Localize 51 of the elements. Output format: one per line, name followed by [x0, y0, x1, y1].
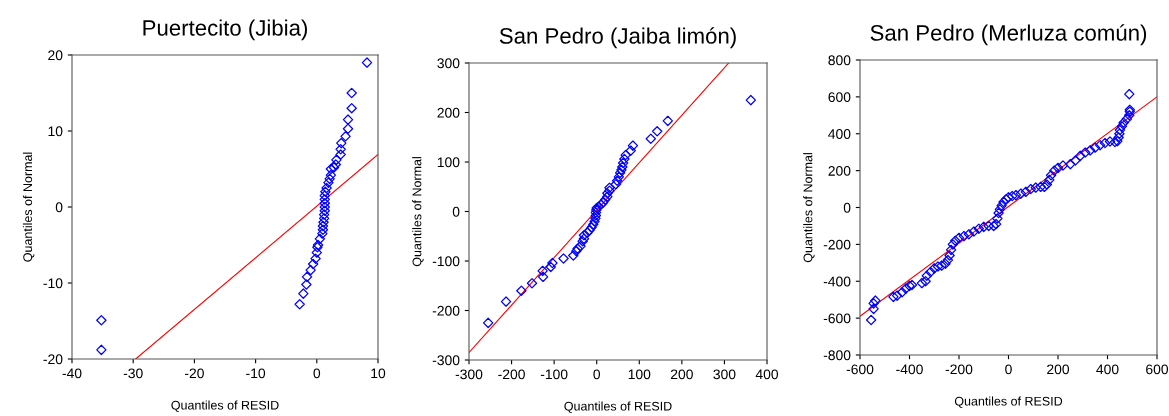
x-tick-label: 300 [713, 369, 736, 380]
x-tick-label: 400 [755, 369, 779, 380]
y-tick-label: 100 [437, 157, 460, 168]
y-tick-label: -200 [432, 305, 460, 316]
y-tick-label: -10 [43, 278, 63, 289]
x-tick-label: 200 [670, 369, 693, 380]
x-tick-label: 400 [1096, 364, 1119, 375]
x-tick-label: -30 [123, 368, 143, 379]
y-axis-title: Quantiles of Normal [22, 152, 35, 262]
x-tick-label: -20 [184, 368, 204, 379]
x-axis-title: Quantiles of RESID [564, 401, 672, 413]
x-tick-label: -200 [498, 369, 525, 380]
chart-title: San Pedro (Merluza común) [870, 24, 1147, 46]
x-tick-label: 10 [371, 368, 386, 379]
y-tick-label: 0 [843, 202, 851, 213]
y-axis-title: Quantiles of Normal [412, 157, 424, 267]
y-axis-title: Quantiles of Normal [803, 153, 815, 263]
x-tick-label: -100 [540, 369, 568, 380]
x-axis-title: Quantiles of RESID [171, 400, 279, 412]
y-tick-label: 200 [828, 165, 851, 176]
x-tick-label: 100 [628, 369, 651, 380]
y-tick-label: -800 [823, 350, 851, 361]
y-tick-label: -200 [823, 239, 851, 250]
x-tick-label: -40 [62, 368, 82, 379]
x-tick-label: -10 [246, 368, 266, 379]
y-tick-label: 200 [437, 107, 460, 118]
y-tick-label: 20 [48, 50, 63, 61]
x-tick-label: -200 [945, 364, 973, 375]
y-tick-label: 800 [828, 55, 851, 66]
chart-title: San Pedro (Jaiba limón) [499, 27, 736, 49]
x-tick-label: -300 [455, 369, 483, 380]
y-tick-label: 10 [48, 126, 63, 137]
x-tick-label: 600 [1146, 364, 1169, 375]
x-axis-title: Quantiles of RESID [954, 396, 1063, 408]
y-tick-label: 0 [452, 206, 460, 217]
y-tick-label: -400 [823, 276, 851, 287]
y-tick-label: 300 [437, 58, 460, 69]
x-tick-label: 0 [313, 368, 321, 379]
x-tick-label: -600 [846, 364, 874, 375]
y-tick-label: -100 [432, 256, 460, 267]
y-tick-label: -600 [823, 313, 851, 324]
chart-title: Puertecito (Jibia) [143, 19, 307, 41]
y-tick-label: -20 [43, 354, 63, 365]
x-tick-label: 0 [1005, 364, 1012, 375]
y-tick-label: 400 [828, 129, 851, 139]
y-tick-label: 0 [55, 202, 63, 213]
x-tick-label: 200 [1047, 364, 1070, 375]
x-tick-label: -400 [896, 364, 923, 375]
x-tick-label: 0 [593, 369, 601, 380]
y-tick-label: 600 [828, 92, 851, 103]
y-tick-label: -300 [432, 355, 460, 366]
